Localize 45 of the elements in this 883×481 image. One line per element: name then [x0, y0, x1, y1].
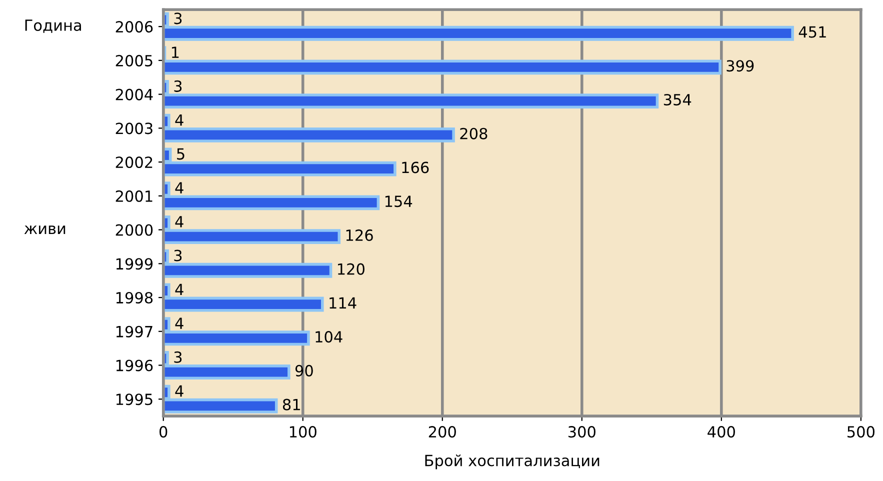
data-label: 5 [177, 148, 184, 160]
data-label: 166 [402, 162, 429, 174]
data-label: 3 [174, 80, 182, 92]
x-axis-title: Брой хоспитализации [425, 454, 600, 470]
y-tick-label: 2002 [116, 156, 152, 168]
data-label: 154 [385, 196, 412, 208]
data-label: 114 [330, 297, 356, 309]
data-label: 4 [175, 284, 184, 295]
x-tick-label: 200 [428, 426, 456, 438]
data-label: 4 [175, 318, 184, 329]
y-tick-label: 1999 [116, 258, 153, 270]
data-label: 3 [174, 12, 182, 24]
data-label: 399 [726, 60, 754, 72]
data-label: 451 [798, 26, 826, 38]
data-label: 3 [174, 250, 182, 262]
data-label: 90 [295, 364, 313, 376]
y-tick-label: 1995 [116, 394, 152, 406]
data-label: 354 [664, 94, 692, 106]
data-label: 104 [316, 331, 342, 343]
y-tick-label: 2005 [116, 54, 152, 66]
data-label: 4 [175, 216, 184, 228]
y-tick-label: 2001 [116, 190, 152, 202]
x-tick-label: 100 [290, 426, 316, 438]
data-label: 126 [346, 229, 373, 241]
x-tick-label: 400 [708, 426, 735, 438]
y-axis-title: Година [25, 20, 81, 33]
y-tick-label: 1997 [116, 326, 152, 338]
data-label: 3 [174, 351, 182, 363]
data-label: 4 [175, 385, 184, 397]
y-tick-label: 1998 [116, 292, 153, 304]
y-tick-label: 1996 [116, 360, 153, 372]
data-label: 4 [175, 114, 184, 126]
x-tick-label: 0 [160, 426, 168, 438]
data-label: 1 [172, 46, 179, 58]
data-label: 81 [282, 398, 300, 410]
data-label: 120 [338, 263, 364, 275]
y-tick-label: 2004 [116, 88, 153, 100]
x-tick-label: 300 [568, 426, 596, 438]
text: живи [24, 226, 66, 234]
data-label: 208 [460, 128, 488, 140]
y-tick-label: 2006 [116, 21, 153, 33]
x-tick-label: 500 [848, 426, 874, 438]
y-tick-label: 2000 [116, 224, 153, 236]
y-tick-label: 2003 [116, 122, 152, 134]
data-label: 4 [175, 182, 184, 194]
